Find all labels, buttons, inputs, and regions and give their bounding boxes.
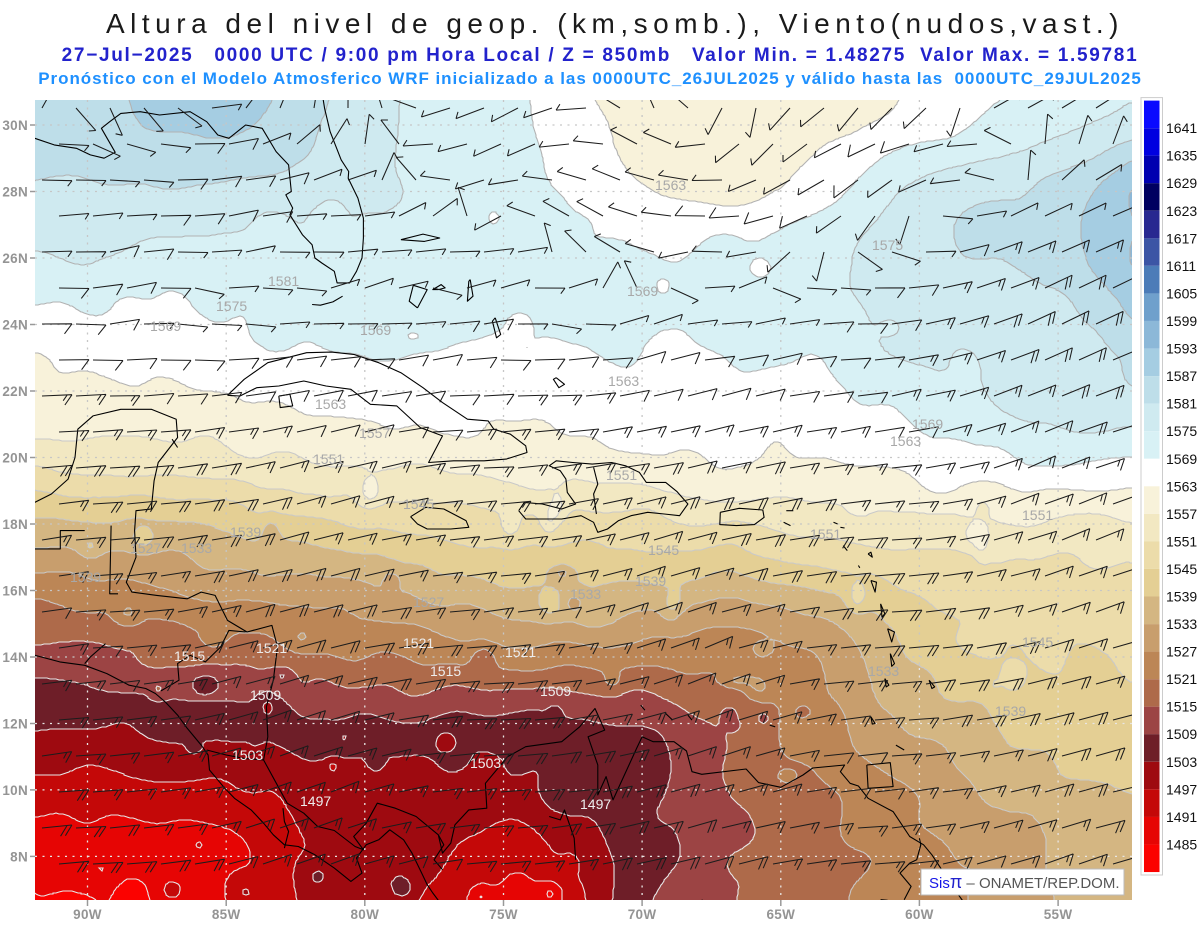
svg-text:1563: 1563	[890, 433, 921, 449]
svg-text:20N: 20N	[2, 451, 28, 466]
svg-text:1521: 1521	[1166, 671, 1197, 687]
svg-text:1569: 1569	[1166, 451, 1197, 467]
svg-text:1623: 1623	[1166, 203, 1197, 219]
svg-text:1551: 1551	[313, 451, 344, 467]
svg-text:1497: 1497	[1166, 781, 1197, 797]
svg-text:90W: 90W	[73, 907, 102, 922]
svg-text:1509: 1509	[1166, 726, 1197, 742]
svg-text:1569: 1569	[627, 283, 658, 299]
svg-text:1599: 1599	[1166, 313, 1197, 329]
svg-text:Altura del nivel de geop. (km,: Altura del nivel de geop. (km,somb.), Vi…	[106, 8, 1124, 39]
svg-text:65W: 65W	[766, 907, 795, 922]
svg-text:1521: 1521	[403, 635, 434, 651]
svg-text:1545: 1545	[1022, 634, 1053, 650]
svg-text:1575: 1575	[872, 237, 903, 253]
svg-text:1515: 1515	[430, 663, 461, 679]
svg-text:1485: 1485	[1166, 837, 1197, 853]
svg-text:1581: 1581	[268, 273, 299, 289]
svg-text:60W: 60W	[905, 907, 934, 922]
svg-text:1503: 1503	[232, 747, 263, 763]
svg-text:8N: 8N	[10, 849, 28, 864]
svg-text:1515: 1515	[174, 648, 205, 664]
svg-text:1533: 1533	[1166, 616, 1197, 632]
svg-text:1521: 1521	[505, 644, 536, 660]
svg-text:30N: 30N	[2, 118, 28, 133]
svg-text:Pronóstico con el Modelo Atmos: Pronóstico con el Modelo Atmosferico WRF…	[38, 69, 1141, 88]
svg-text:1491: 1491	[1166, 809, 1197, 825]
svg-text:1611: 1611	[1166, 258, 1196, 274]
svg-text:1497: 1497	[300, 793, 331, 809]
svg-text:1509: 1509	[250, 687, 281, 703]
svg-text:1617: 1617	[1166, 230, 1197, 246]
svg-text:1533: 1533	[868, 663, 899, 679]
svg-text:22N: 22N	[2, 384, 28, 399]
svg-text:14N: 14N	[2, 650, 28, 665]
svg-text:1545: 1545	[648, 542, 679, 558]
svg-text:1527: 1527	[413, 594, 444, 610]
svg-text:26N: 26N	[2, 251, 28, 266]
svg-text:1629: 1629	[1166, 175, 1197, 191]
svg-text:1539: 1539	[230, 524, 261, 540]
svg-text:1581: 1581	[1166, 396, 1197, 412]
svg-text:1575: 1575	[216, 298, 247, 314]
svg-text:1545: 1545	[1166, 561, 1197, 577]
svg-text:27−Jul−2025 0000 UTC / 9:00: 27−Jul−2025 0000 UTC / 9:00 pm Hora Loca…	[62, 45, 1139, 66]
svg-text:12N: 12N	[2, 717, 28, 732]
svg-text:1503: 1503	[1166, 754, 1197, 770]
svg-text:1551: 1551	[1022, 507, 1053, 523]
svg-text:1575: 1575	[1166, 423, 1197, 439]
svg-text:85W: 85W	[212, 907, 241, 922]
svg-text:80W: 80W	[350, 907, 379, 922]
svg-text:1587: 1587	[1166, 368, 1197, 384]
svg-text:24N: 24N	[2, 318, 28, 333]
svg-text:1563: 1563	[608, 373, 639, 389]
svg-text:1527: 1527	[1166, 644, 1197, 660]
svg-text:1605: 1605	[1166, 285, 1197, 301]
svg-text:1551: 1551	[810, 526, 841, 542]
svg-text:1593: 1593	[1166, 341, 1197, 357]
svg-text:1539: 1539	[995, 703, 1026, 719]
svg-text:1527: 1527	[130, 540, 161, 556]
svg-text:1521: 1521	[256, 640, 287, 656]
svg-text:1539: 1539	[1166, 589, 1197, 605]
svg-text:1539: 1539	[70, 569, 101, 585]
svg-text:1569: 1569	[360, 322, 391, 338]
svg-text:1563: 1563	[1166, 478, 1197, 494]
svg-text:1551: 1551	[1166, 533, 1197, 549]
svg-text:75W: 75W	[489, 907, 518, 922]
svg-text:55W: 55W	[1044, 907, 1073, 922]
svg-text:1545: 1545	[403, 496, 434, 512]
svg-text:10N: 10N	[2, 783, 28, 798]
svg-text:1641: 1641	[1166, 120, 1197, 136]
svg-text:1551: 1551	[606, 467, 637, 483]
svg-text:1509: 1509	[540, 683, 571, 699]
svg-text:1569: 1569	[150, 318, 181, 334]
svg-text:1533: 1533	[570, 586, 601, 602]
svg-text:1563: 1563	[315, 396, 346, 412]
svg-text:1515: 1515	[1166, 699, 1197, 715]
svg-text:28N: 28N	[2, 185, 28, 200]
svg-text:1557: 1557	[1166, 506, 1197, 522]
svg-text:70W: 70W	[628, 907, 657, 922]
svg-text:Sisπ – ONAMET/REP.DOM.: Sisπ – ONAMET/REP.DOM.	[929, 872, 1120, 892]
svg-text:1563: 1563	[655, 177, 686, 193]
svg-text:1557: 1557	[359, 425, 390, 441]
svg-text:16N: 16N	[2, 584, 28, 599]
svg-text:1569: 1569	[912, 416, 943, 432]
svg-text:1503: 1503	[470, 755, 501, 771]
svg-text:1635: 1635	[1166, 148, 1197, 164]
svg-text:1539: 1539	[635, 573, 666, 589]
svg-text:18N: 18N	[2, 517, 28, 532]
svg-text:1533: 1533	[181, 540, 212, 556]
svg-text:1497: 1497	[580, 796, 611, 812]
